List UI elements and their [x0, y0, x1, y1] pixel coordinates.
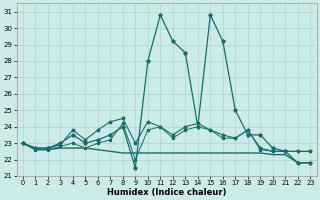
X-axis label: Humidex (Indice chaleur): Humidex (Indice chaleur)	[107, 188, 226, 197]
